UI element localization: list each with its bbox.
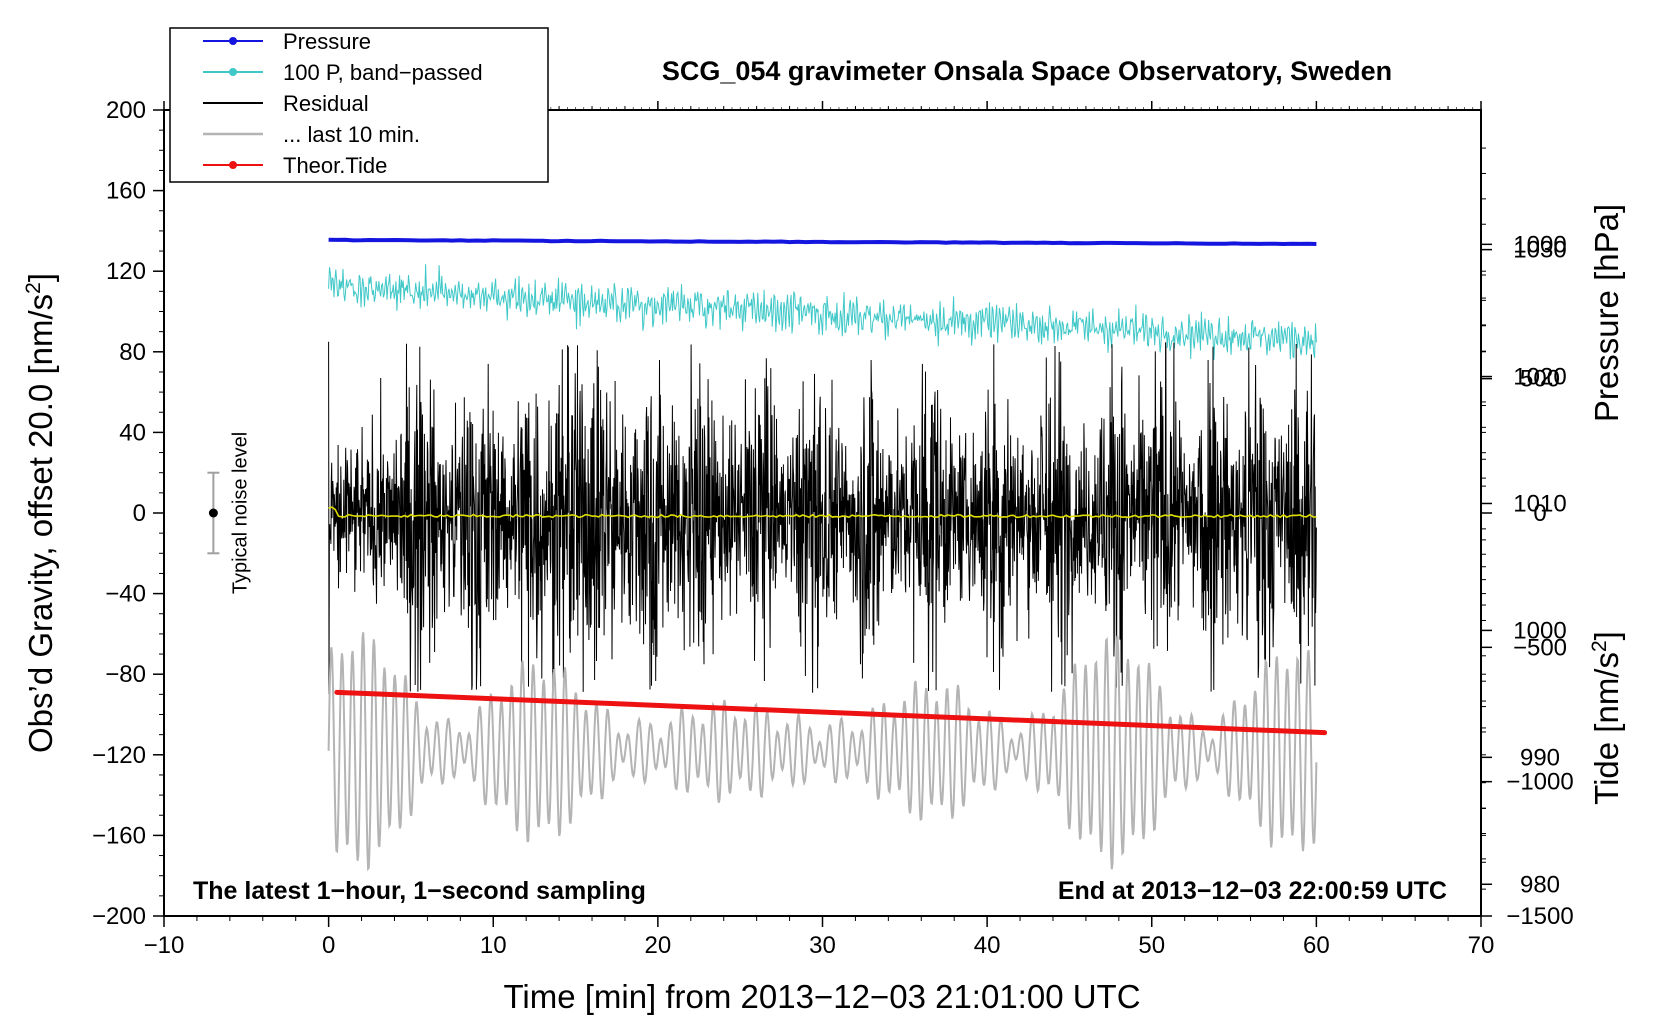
y-tick-label: 120 xyxy=(106,258,146,285)
series-residual xyxy=(328,341,1317,695)
tide-tick-label: 1000 xyxy=(1513,231,1566,258)
legend-marker xyxy=(229,37,237,45)
pressure-tick-label: 1020 xyxy=(1513,364,1566,391)
pressure-tick-label: 1000 xyxy=(1513,617,1566,644)
x-tick-label: 60 xyxy=(1303,932,1330,959)
y-tick-label: 200 xyxy=(106,97,146,124)
y-tick-label: −120 xyxy=(92,742,146,769)
y-axis-label-gravity-sup: 2 xyxy=(22,282,45,294)
y-tick-label: 80 xyxy=(119,339,146,366)
legend-box xyxy=(169,27,549,183)
series-pressure xyxy=(328,237,1317,247)
tide-tick-label: 0 xyxy=(1533,500,1546,527)
x-tick-label: 40 xyxy=(974,932,1001,959)
annotation-bottom-left: The latest 1−hour, 1−second sampling xyxy=(193,877,646,905)
legend: Pressure 100 P, band−passed Residual ... la… xyxy=(169,27,549,183)
pressure-tick-label: 980 xyxy=(1520,871,1560,898)
pressure-tick-label: 990 xyxy=(1520,744,1560,771)
tide-tick-label: −1500 xyxy=(1506,903,1573,930)
legend-marker xyxy=(229,68,237,76)
pressure-tick-label: 1010 xyxy=(1513,490,1566,517)
x-tick-label: 50 xyxy=(1138,932,1165,959)
x-tick-label: 0 xyxy=(322,932,335,959)
y-axis-label-gravity-prefix: Obs’d Gravity, offset 20.0 [nm/s xyxy=(22,294,59,753)
y-axis-label-pressure: Pressure [hPa] xyxy=(1588,204,1625,422)
series-theor-tide xyxy=(334,689,1328,736)
series-last-10-min xyxy=(327,632,1318,872)
tide-tick-label: 500 xyxy=(1520,366,1560,393)
legend-marker xyxy=(229,161,237,169)
y-axis-label-gravity: Obs’d Gravity, offset 20.0 [nm/s2] xyxy=(22,273,59,753)
legend-label: ... last 10 min. xyxy=(283,122,420,147)
annotation-bottom-right: End at 2013−12−03 22:00:59 UTC xyxy=(1058,877,1447,905)
y-axis-label-tide-suffix: ] xyxy=(1588,631,1625,640)
y-axis-label-gravity-suffix: ] xyxy=(22,273,59,282)
series-band-passed xyxy=(328,264,1317,360)
legend-label: Pressure xyxy=(283,29,371,54)
y-tick-label: 40 xyxy=(119,419,146,446)
y-tick-label: −80 xyxy=(105,661,146,688)
y-tick-label: −160 xyxy=(92,822,146,849)
x-axis-label: Time [min] from 2013−12−03 21:01:00 UTC xyxy=(503,978,1140,1015)
y-tick-label: −200 xyxy=(92,903,146,930)
legend-label: Theor.Tide xyxy=(283,153,387,178)
noise-level-label: Typical noise level xyxy=(229,432,251,594)
tide-tick-label: −1000 xyxy=(1506,769,1573,796)
y-axis-label-tide: Tide [nm/s2] xyxy=(1588,631,1625,805)
x-tick-label: 20 xyxy=(645,932,672,959)
y-tick-label: −40 xyxy=(105,581,146,608)
tide-tick-label: −500 xyxy=(1513,634,1567,661)
chart-title: SCG_054 gravimeter Onsala Space Observat… xyxy=(662,56,1392,86)
series-residual-smoothed xyxy=(328,506,1317,519)
legend-label: Residual xyxy=(283,91,369,116)
x-tick-label: 70 xyxy=(1468,932,1495,959)
x-tick-label: −10 xyxy=(144,932,185,959)
legend-label: 100 P, band−passed xyxy=(283,60,483,85)
y-tick-label: 0 xyxy=(133,500,146,527)
y-axis-label-tide-sup: 2 xyxy=(1588,640,1611,652)
noise-bar-point xyxy=(208,508,218,518)
x-tick-label: 10 xyxy=(480,932,507,959)
x-tick-label: 30 xyxy=(809,932,836,959)
y-axis-label-tide-prefix: Tide [nm/s xyxy=(1588,652,1625,805)
y-tick-label: 160 xyxy=(106,178,146,205)
pressure-tick-label: 1030 xyxy=(1513,237,1566,264)
